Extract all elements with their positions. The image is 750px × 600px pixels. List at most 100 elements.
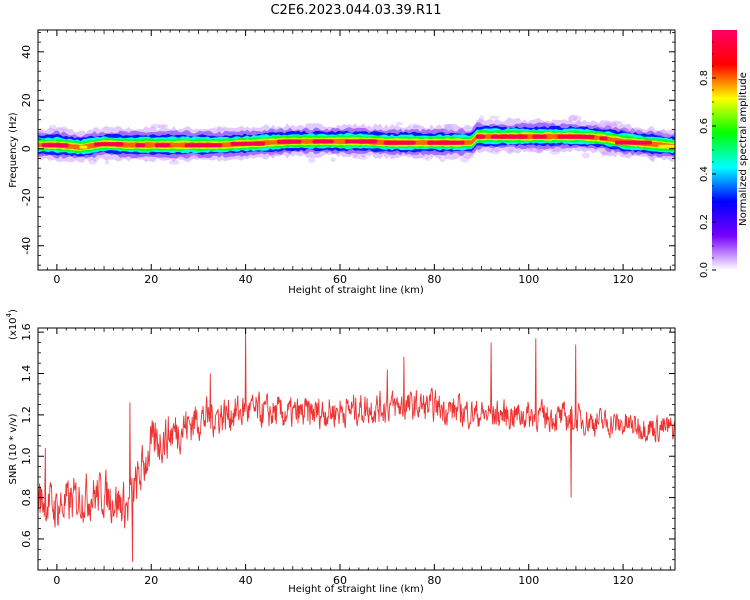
- spectrogram-peak: [276, 139, 302, 144]
- x-tick-label: 40: [239, 574, 253, 587]
- snr-xlabel: Height of straight line (km): [288, 584, 424, 595]
- spectrogram-cell: [631, 126, 643, 133]
- spectrogram-axes: 0 20 40 60 80 100 120 -40 -20 0 20 40: [20, 30, 675, 286]
- colorbar-label: Normalized spectral amplitude: [738, 72, 749, 226]
- spectrogram-cell: [150, 123, 162, 129]
- snr-scale-text: (x10: [8, 317, 19, 340]
- spectrogram-cell: [626, 128, 635, 136]
- spectrogram-frame: [37, 29, 676, 271]
- y-tick-label: 0.6: [20, 530, 33, 548]
- y-tick-label: 1.4: [20, 365, 33, 383]
- spectrogram-peak: [312, 139, 334, 144]
- snr-scale-label: (x104): [5, 309, 19, 340]
- x-tick-label: 100: [518, 273, 539, 286]
- spectrogram-cell: [60, 126, 68, 131]
- spectrogram-cell: [536, 149, 544, 154]
- colorbar-tick-label: 0.8: [699, 70, 710, 86]
- spectrogram-cell: [330, 157, 336, 163]
- x-tick-label: 20: [144, 574, 158, 587]
- x-tick-label: 60: [333, 273, 347, 286]
- spectrogram-cell: [39, 130, 43, 136]
- spectrogram-peak: [184, 143, 223, 148]
- spectrogram-peak: [154, 143, 171, 148]
- snr-series-line: [38, 330, 675, 562]
- spectrogram-cell: [443, 126, 454, 134]
- x-tick-label: 0: [53, 574, 60, 587]
- spectrogram-xlabel: Height of straight line (km): [288, 285, 424, 296]
- snr-axes: 0 20 40 60 80 100 120 0.6 0.8 1.0 1.2 1.4 1.6: [20, 323, 675, 587]
- spectrogram-cell: [601, 151, 606, 157]
- spectrogram-cell: [549, 150, 560, 155]
- x-tick-label: 120: [613, 273, 634, 286]
- spectrogram-peak: [135, 143, 146, 148]
- snr-scale-exp: 4: [5, 312, 13, 317]
- spectrogram-cell: [508, 147, 514, 153]
- spectrogram-panel: 0 20 40 60 80 100 120 -40 -20 0 20 40 Height of str…: [8, 29, 676, 296]
- spectrogram-peak: [427, 140, 465, 145]
- snr-ylabel: SNR (10 * v/v): [8, 413, 19, 484]
- spectrogram-cell: [442, 123, 453, 128]
- spectrogram-cell: [421, 154, 430, 160]
- spectrogram-cell: [580, 145, 587, 150]
- spectrogram-cell: [663, 133, 673, 138]
- spectrogram-peak: [383, 140, 416, 145]
- spectrogram-cell: [189, 152, 199, 159]
- colorbar-tick-label: 0.2: [699, 214, 710, 230]
- spectrogram-cell: [489, 115, 500, 120]
- y-tick-label: -20: [20, 188, 33, 206]
- spectrogram-cell: [529, 145, 535, 151]
- x-tick-label: 40: [239, 273, 253, 286]
- spectrogram-cell: [157, 124, 166, 129]
- spectrogram-cell: [425, 156, 431, 161]
- spectrogram-cell: [612, 120, 620, 127]
- spectrogram-peak: [490, 134, 528, 139]
- y-tick-label: 1.2: [20, 406, 33, 424]
- spectrogram-cell: [622, 127, 629, 133]
- spectrogram-cell: [439, 156, 446, 163]
- snr-frame: [37, 327, 676, 571]
- spectrogram-cell: [650, 157, 656, 162]
- y-tick-label: 0: [20, 145, 33, 152]
- spectrogram-cell: [617, 121, 623, 125]
- x-tick-label: 60: [333, 574, 347, 587]
- spectrogram-peak: [93, 142, 124, 147]
- spectrogram-cell: [573, 115, 582, 121]
- spectrogram-cell: [88, 158, 97, 165]
- x-tick-label: 100: [518, 574, 539, 587]
- x-tick-label: 80: [427, 574, 441, 587]
- spectrogram-cell: [602, 150, 613, 155]
- spectrogram-peak: [230, 141, 266, 146]
- y-tick-label: 1.0: [20, 447, 33, 465]
- spectrogram-cell: [268, 152, 279, 157]
- colorbar-tick-label: 0.4: [699, 166, 710, 182]
- spectrogram-cell: [48, 124, 57, 132]
- spectrogram-cell: [273, 129, 283, 133]
- spectrogram-cell: [410, 154, 422, 159]
- colorbar: 0.0 0.2 0.4 0.6 0.8 Normalized spectral ampl…: [699, 30, 749, 278]
- spectrogram-peak: [658, 144, 675, 148]
- spectrogram-peak: [344, 139, 378, 144]
- spectrogram-cell: [525, 148, 534, 153]
- spectrogram-cell: [358, 155, 368, 160]
- spectrogram-cell: [603, 122, 614, 130]
- spectrogram-cell: [594, 124, 603, 130]
- spectrogram-peak: [475, 134, 486, 139]
- spectrogram-cell: [214, 126, 225, 131]
- spectrogram-cell: [567, 116, 577, 122]
- spectrogram-cell: [161, 123, 168, 129]
- y-tick-label: 40: [20, 45, 33, 59]
- spectrogram-cell: [568, 114, 578, 122]
- spectrogram-cell: [479, 115, 485, 123]
- spectrogram-cell: [460, 156, 470, 163]
- spectrogram-peak: [41, 143, 69, 148]
- spectrogram-peak: [532, 134, 547, 139]
- x-tick-label: 80: [427, 273, 441, 286]
- x-tick-label: 0: [53, 273, 60, 286]
- colorbar-tick-label: 0.6: [699, 118, 710, 134]
- figure-title: C2E6.2023.044.03.39.R11: [270, 3, 441, 18]
- spectrogram-cell: [169, 159, 180, 165]
- y-tick-label: 0.8: [20, 489, 33, 507]
- spectrogram-peak: [599, 136, 608, 141]
- spectrogram-peak: [557, 134, 595, 139]
